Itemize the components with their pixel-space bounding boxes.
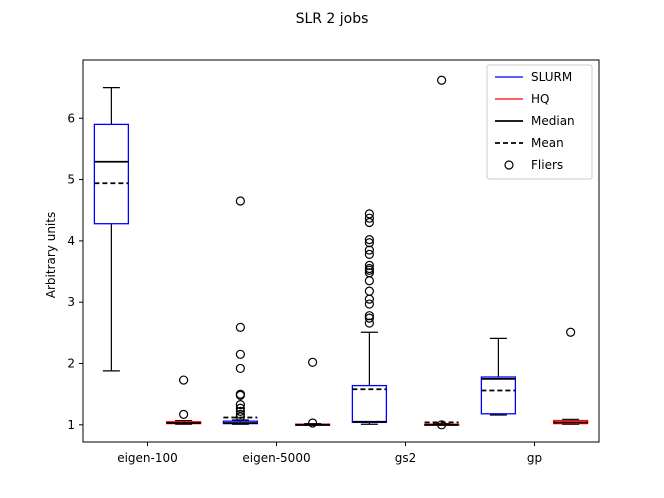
- x-tick-label: gp: [527, 451, 542, 465]
- box-body: [93, 123, 130, 225]
- flier-point: [235, 196, 245, 206]
- y-tick-label: 4: [67, 234, 75, 248]
- box-slurm-eigen-5000: [222, 196, 259, 425]
- y-tick-label: 3: [67, 295, 75, 309]
- plot-area: 1 2 3 4 5 6 eigen-100 eigen-5000 gs2 gp: [67, 75, 589, 465]
- flier-point: [308, 418, 318, 428]
- box-hq-eigen-5000: [294, 357, 331, 428]
- flier-point: [566, 327, 576, 337]
- flier-point: [364, 294, 374, 304]
- box-body: [351, 384, 388, 424]
- flier-point: [364, 209, 374, 219]
- box-slurm-gs2: [351, 209, 388, 425]
- legend-item-median: Median: [495, 114, 575, 128]
- flier-point: [364, 318, 374, 328]
- flier-point: [235, 403, 245, 413]
- legend-label: HQ: [531, 92, 549, 106]
- series-hq: [165, 75, 589, 430]
- flier-point: [179, 409, 189, 420]
- flier-point: [364, 249, 374, 259]
- legend-item-slurm: SLURM: [495, 70, 572, 84]
- box-hq-gs2: [423, 75, 460, 430]
- y-tick-label: 6: [67, 111, 75, 125]
- flier-point: [364, 286, 374, 296]
- flier-point: [364, 311, 374, 321]
- series-slurm: [93, 86, 517, 425]
- box-body: [480, 376, 517, 415]
- box-slurm-eigen-100: [93, 86, 130, 372]
- legend-marker: [504, 160, 514, 170]
- x-tick-label: eigen-5000: [242, 451, 310, 465]
- flier-point: [235, 409, 245, 420]
- legend-item-hq: HQ: [495, 92, 549, 106]
- flier-point: [437, 75, 447, 85]
- flier-point: [235, 322, 245, 332]
- flier-point: [364, 299, 374, 309]
- flier-point: [364, 260, 374, 271]
- flier-point: [364, 238, 374, 248]
- x-tick-label: eigen-100: [117, 451, 178, 465]
- flier-point: [308, 357, 318, 367]
- flier-point: [235, 406, 245, 416]
- y-axis-label: Arbitrary units: [44, 212, 58, 298]
- flier-point: [364, 245, 374, 255]
- flier-point: [364, 213, 374, 223]
- flier-point: [364, 276, 374, 286]
- flier-point: [437, 420, 447, 430]
- box-hq-gp: [552, 327, 589, 425]
- axes-frame: [82, 59, 600, 443]
- flier-point: [364, 235, 374, 245]
- legend-label: SLURM: [531, 70, 572, 84]
- chart-title: SLR 2 jobs: [296, 11, 369, 27]
- box-slurm-gp: [480, 337, 517, 416]
- flier-point: [235, 399, 245, 410]
- legend-item-fliers: Fliers: [504, 158, 563, 172]
- flier-point: [179, 375, 189, 385]
- legend-box: [486, 64, 593, 180]
- y-tick-label: 2: [67, 357, 75, 371]
- legend: SLURM HQ Median Mean Fliers: [486, 64, 593, 180]
- box-hq-eigen-100: [165, 375, 202, 425]
- x-tick-label: gs2: [395, 451, 417, 465]
- flier-point: [364, 268, 374, 278]
- flier-point: [364, 263, 374, 274]
- legend-label: Mean: [531, 136, 564, 150]
- flier-point: [235, 349, 245, 359]
- legend-item-mean: Mean: [495, 136, 564, 150]
- flier-point: [235, 363, 245, 374]
- y-tick-label: 5: [67, 173, 75, 187]
- legend-label: Fliers: [531, 158, 563, 172]
- legend-label: Median: [531, 114, 575, 128]
- flier-point: [364, 313, 374, 323]
- y-tick-label: 1: [67, 418, 75, 432]
- flier-point: [235, 389, 245, 399]
